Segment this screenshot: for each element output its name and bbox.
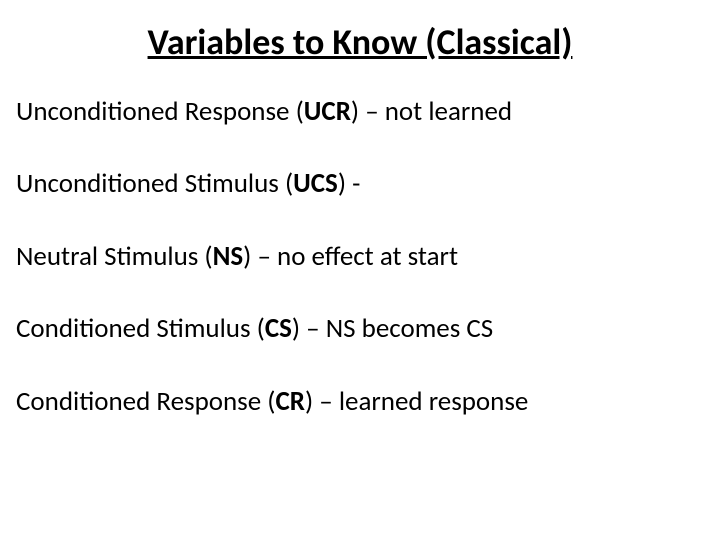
term-text: Conditioned Response ( <box>16 385 275 418</box>
list-item: Unconditioned Response (UCR) – not learn… <box>16 96 704 128</box>
page-title: Variables to Know (Classical) <box>56 20 664 64</box>
term-abbr: CS <box>265 312 292 345</box>
term-desc: NS becomes CS <box>326 312 493 345</box>
term-sep: – <box>313 385 339 418</box>
term-text: Unconditioned Response ( <box>16 95 304 128</box>
term-close: ) <box>338 167 346 200</box>
term-desc: not learned <box>385 95 512 128</box>
term-desc: learned response <box>339 385 529 418</box>
term-sep: – <box>300 312 326 345</box>
term-text: Conditioned Stimulus ( <box>16 312 265 345</box>
list-item: Neutral Stimulus (NS) – no effect at sta… <box>16 241 704 273</box>
list-item: Unconditioned Stimulus (UCS) - <box>16 168 704 200</box>
term-abbr: UCR <box>304 95 351 128</box>
term-sep: – <box>251 240 277 273</box>
term-close: ) <box>351 95 359 128</box>
term-sep: – <box>359 95 385 128</box>
term-desc: no effect at start <box>277 240 458 273</box>
term-abbr: NS <box>213 240 244 273</box>
term-close: ) <box>305 385 313 418</box>
list-item: Conditioned Response (CR) – learned resp… <box>16 386 704 418</box>
term-text: Unconditioned Stimulus ( <box>16 167 293 200</box>
term-abbr: CR <box>275 385 305 418</box>
list-item: Conditioned Stimulus (CS) – NS becomes C… <box>16 313 704 345</box>
term-text: Neutral Stimulus ( <box>16 240 213 273</box>
term-close: ) <box>292 312 300 345</box>
term-abbr: UCS <box>293 167 338 200</box>
term-sep: - <box>346 167 360 200</box>
